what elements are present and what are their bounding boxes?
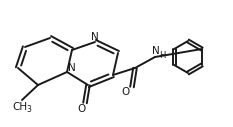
Text: N: N bbox=[152, 46, 160, 56]
Text: O: O bbox=[122, 87, 130, 97]
Text: CH: CH bbox=[12, 102, 27, 112]
Text: N: N bbox=[68, 63, 76, 73]
Text: O: O bbox=[78, 104, 86, 114]
Text: N: N bbox=[91, 32, 99, 42]
Text: 3: 3 bbox=[27, 105, 31, 114]
Text: H: H bbox=[159, 51, 165, 60]
